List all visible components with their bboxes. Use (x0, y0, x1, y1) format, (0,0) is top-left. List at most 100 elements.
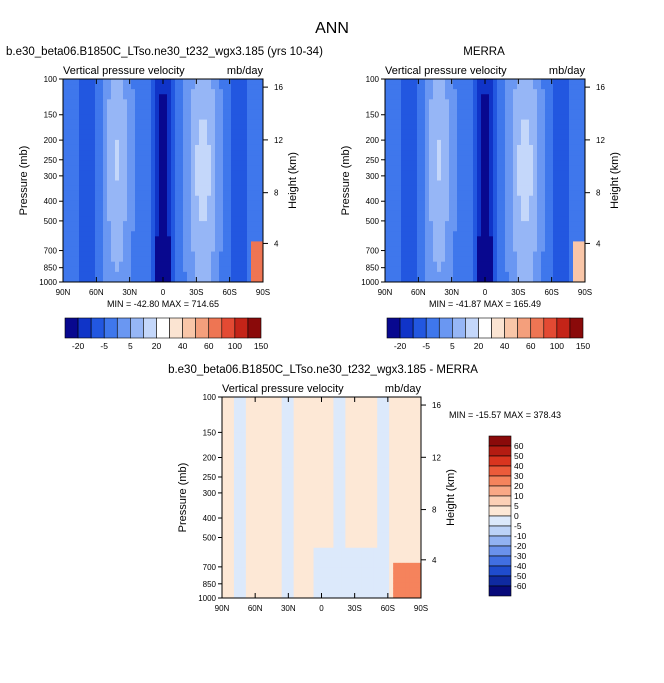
field-cell (409, 144, 414, 151)
field-cell (481, 134, 486, 141)
field-cell (441, 256, 446, 263)
field-cell (259, 180, 263, 187)
field-cell (103, 79, 108, 85)
field-cell (537, 195, 542, 202)
field-cell (119, 114, 124, 121)
field-cell (493, 150, 498, 156)
field-cell (281, 447, 287, 453)
field-cell (115, 139, 120, 146)
field-cell (473, 109, 478, 116)
field-cell (187, 155, 192, 161)
field-cell (175, 165, 180, 171)
field-cell (127, 251, 132, 258)
field-cell (569, 129, 574, 136)
field-cell (167, 104, 172, 111)
field-cell (285, 427, 291, 433)
field-cell (243, 266, 248, 273)
field-cell (449, 226, 454, 232)
field-cell (241, 587, 247, 594)
field-cell (509, 104, 514, 111)
field-cell (269, 532, 275, 539)
field-cell (401, 94, 406, 100)
field-cell (473, 160, 478, 166)
field-cell (301, 487, 307, 494)
field-cell (565, 99, 570, 105)
field-cell (533, 84, 538, 90)
field-cell (241, 532, 247, 539)
field-cell (127, 129, 132, 136)
field-cell (405, 271, 410, 278)
field-cell (465, 160, 470, 166)
field-cell (111, 84, 116, 90)
field-cell (111, 195, 116, 202)
field-cell (281, 402, 287, 408)
field-cell (469, 266, 474, 273)
field-cell (233, 427, 239, 433)
field-cell (107, 144, 112, 151)
field-cell (385, 190, 390, 197)
field-cell (191, 119, 196, 126)
field-cell (79, 241, 84, 248)
field-cell (401, 241, 406, 248)
field-cell (281, 522, 287, 529)
field-cell (223, 150, 228, 156)
field-cell (233, 547, 239, 554)
field-cell (251, 89, 256, 95)
field-cell (111, 226, 116, 232)
field-cell (107, 241, 112, 248)
field-cell (95, 79, 100, 85)
field-cell (485, 210, 490, 217)
field-cell (151, 119, 156, 126)
field-cell (393, 205, 398, 212)
field-cell (497, 266, 502, 273)
field-cell (259, 185, 263, 192)
field-cell (401, 84, 406, 90)
field-cell (179, 129, 184, 136)
field-cell (421, 251, 426, 258)
field-cell (115, 190, 120, 197)
field-cell (477, 139, 482, 146)
field-cell (83, 216, 88, 222)
field-cell (265, 402, 271, 408)
field-cell (521, 216, 526, 222)
field-cell (497, 226, 502, 232)
field-cell (249, 532, 255, 539)
field-cell (545, 246, 550, 253)
field-cell (409, 170, 414, 177)
field-cell (71, 256, 76, 263)
field-cell (147, 190, 152, 197)
field-cell (513, 119, 518, 126)
field-cell (115, 165, 120, 171)
field-cell (119, 190, 124, 197)
field-cell (301, 502, 307, 509)
field-cell (95, 256, 100, 263)
field-cell (581, 276, 585, 282)
field-cell (249, 567, 255, 574)
field-cell (259, 221, 263, 227)
field-cell (565, 200, 570, 207)
field-cell (465, 195, 470, 202)
field-cell (453, 251, 458, 258)
field-cell (457, 185, 462, 192)
field-cell (501, 276, 506, 282)
field-cell (255, 190, 260, 197)
field-cell (131, 195, 136, 202)
field-cell (235, 94, 240, 100)
field-cell (409, 236, 414, 242)
field-cell (437, 124, 442, 131)
field-cell (222, 532, 227, 539)
field-cell (481, 94, 486, 100)
field-cell (123, 236, 128, 242)
field-cell (171, 200, 176, 207)
field-cell (222, 537, 227, 544)
field-cell (233, 442, 239, 448)
field-cell (529, 261, 534, 268)
field-cell (545, 104, 550, 111)
field-cell (143, 139, 148, 146)
field-cell (477, 99, 482, 105)
field-cell (549, 160, 554, 166)
field-cell (505, 175, 510, 182)
field-cell (143, 205, 148, 212)
field-cell (561, 266, 566, 273)
field-cell (489, 129, 494, 136)
